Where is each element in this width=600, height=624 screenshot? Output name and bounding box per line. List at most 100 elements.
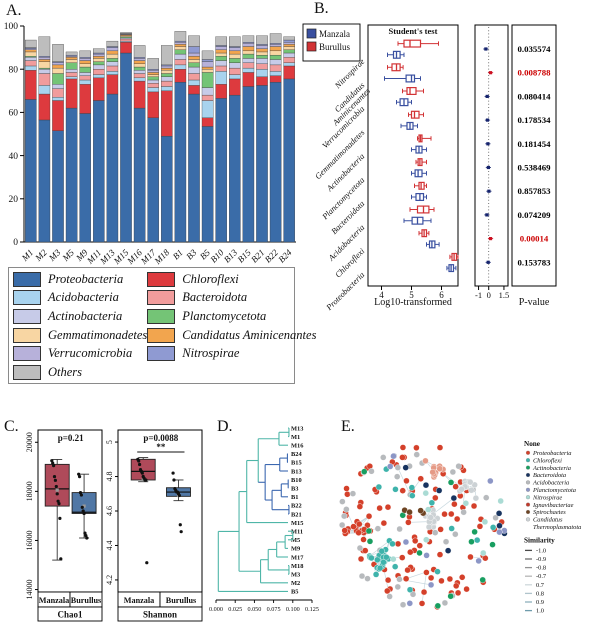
bar-segment: [256, 51, 268, 56]
bar-segment: [52, 88, 64, 98]
network-node: [462, 500, 470, 507]
network-node: [368, 554, 375, 562]
bar-segment: [188, 85, 200, 95]
network-node: [428, 499, 436, 507]
bar-segment: [120, 38, 132, 42]
mean-marker: [55, 488, 59, 492]
bar-segment: [174, 69, 187, 83]
legend-swatch: [147, 290, 176, 306]
b-row-label: Proteobacteria: [324, 270, 366, 312]
network-node: [405, 519, 412, 526]
bar-segment: [229, 50, 241, 55]
bar-segment: [147, 91, 159, 118]
bar-segment: [106, 61, 119, 67]
e-legend-label: Proteobacteria: [532, 450, 571, 457]
bar-segment: [133, 60, 146, 64]
network-node: [362, 547, 369, 554]
network-node: [408, 484, 416, 491]
dendro-leaf-label: M5: [291, 537, 300, 544]
legend-label: Others: [48, 364, 83, 379]
network-node: [495, 510, 503, 517]
bar-segment: [65, 76, 78, 80]
network-node: [356, 544, 364, 552]
bar-segment: [106, 93, 119, 243]
b-legend-swatch-manzala: [306, 28, 317, 39]
data-point: [137, 459, 141, 463]
data-point: [53, 478, 58, 482]
y-tick-label: 20: [9, 195, 19, 205]
bar-segment: [79, 113, 91, 243]
diff-dot: [484, 47, 488, 51]
network-node: [389, 540, 396, 548]
network-node: [444, 547, 452, 554]
bar-segment: [188, 73, 200, 81]
bar-segment: [256, 58, 268, 64]
bar-segment: [174, 44, 187, 47]
bar-segment: [242, 58, 255, 63]
network-node: [425, 506, 432, 513]
bar-segment: [65, 62, 78, 70]
legend-item: Bacteroidota: [147, 289, 316, 308]
network-node: [452, 483, 459, 490]
bar-segment: [120, 42, 132, 54]
bar-segment: [229, 67, 241, 75]
legend-item: Chloroflexi: [147, 270, 316, 289]
legend-item: Gemmatimonadetes: [13, 326, 147, 345]
legend-column-right: Chloroflexi Bacteroidota Planctomycetota Ca…: [147, 270, 316, 383]
dendro-leaf-label: M15: [291, 520, 303, 527]
e-similarity-label: 0.9: [536, 599, 544, 606]
network-node: [441, 599, 449, 607]
b-x-tick-label: 4: [379, 290, 384, 300]
bar-segment: [38, 69, 51, 74]
network-node: [360, 536, 367, 543]
c-y-tick-label: 4.2: [105, 575, 114, 585]
e-legend-label: Candidatus: [533, 517, 563, 524]
network-node: [470, 502, 478, 510]
bar-segment: [256, 76, 268, 86]
bar-segment: [147, 70, 159, 73]
bar-segment: [283, 36, 295, 41]
b-legend-swatch-burullus: [306, 41, 317, 52]
bar-segment: [106, 71, 119, 75]
bar-segment: [93, 69, 105, 75]
dendro-leaf-label: B3: [291, 486, 298, 493]
network-node: [365, 527, 373, 535]
data-point: [78, 490, 83, 495]
dendro-leaf-label: M3: [291, 572, 300, 579]
data-point: [172, 478, 176, 482]
network-node: [447, 479, 455, 486]
network-node: [416, 542, 423, 549]
network-node: [496, 522, 503, 529]
bar-segment: [215, 60, 227, 67]
network-node: [417, 475, 424, 482]
y-tick-label: 100: [4, 22, 19, 32]
diff-dot: [485, 118, 490, 122]
panel-a-stacked-bar-chart: 020406080100M1M2M3M5M9M11M13M15M16M17M18…: [4, 22, 296, 267]
network-node: [406, 600, 413, 607]
bar-segment: [161, 65, 173, 69]
diff-dot: [485, 94, 489, 98]
legend-swatch: [13, 364, 41, 380]
network-node: [338, 521, 346, 529]
network-node: [394, 583, 401, 591]
e-similarity-label: -0.9: [536, 556, 546, 563]
e-similarity-label: 0.7: [536, 582, 545, 589]
x-tick-label: B3: [184, 247, 198, 261]
bar-segment: [269, 46, 282, 52]
network-node: [409, 492, 416, 499]
bar-segment: [106, 47, 119, 52]
network-node: [442, 538, 450, 545]
network-node: [455, 463, 462, 470]
c-p-label: p=0.21: [58, 433, 84, 443]
y-tick-label: 0: [13, 238, 18, 248]
legend-swatch: [13, 346, 41, 362]
c-y-tick-label: 4.4: [105, 540, 114, 550]
diff-dot: [488, 71, 493, 75]
bar-segment: [201, 72, 214, 88]
data-point: [83, 531, 87, 535]
panel-e-network: None ProteobacteriaChloroflexiActinobacte…: [338, 440, 581, 615]
d-axis-tick-label: 0.050: [247, 606, 261, 613]
network-node: [453, 515, 461, 523]
legend-item: Proteobacteria: [13, 270, 147, 289]
bar-segment: [65, 51, 78, 56]
